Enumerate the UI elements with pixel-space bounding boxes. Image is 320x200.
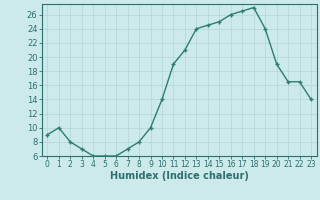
X-axis label: Humidex (Indice chaleur): Humidex (Indice chaleur): [110, 171, 249, 181]
